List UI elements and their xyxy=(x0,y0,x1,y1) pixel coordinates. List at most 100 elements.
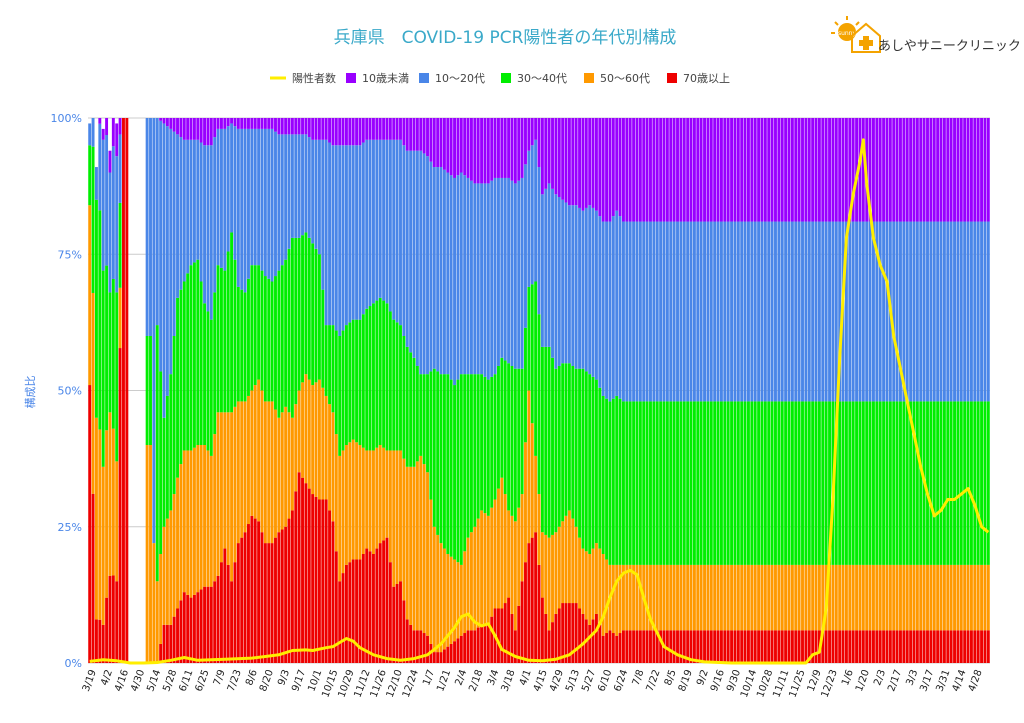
bar-70plus xyxy=(540,597,544,663)
bar-10-20 xyxy=(263,128,267,277)
bar-column xyxy=(517,118,521,663)
bar-50-60 xyxy=(442,548,446,650)
bar-50-60 xyxy=(848,564,852,631)
bar-10-20 xyxy=(500,177,504,358)
bar-50-60 xyxy=(855,564,859,631)
bar-column xyxy=(665,118,669,663)
bar-under10 xyxy=(787,118,791,222)
bar-10-20 xyxy=(203,145,207,304)
bar-under10 xyxy=(888,118,892,222)
bar-column xyxy=(801,118,804,663)
bar-under10 xyxy=(976,118,980,222)
bar-70plus xyxy=(689,630,693,663)
bar-under10 xyxy=(230,118,234,124)
bar-70plus xyxy=(919,630,923,663)
bar-column xyxy=(669,118,673,663)
bar-10-20 xyxy=(915,221,919,402)
bar-under10 xyxy=(415,118,419,151)
bar-under10 xyxy=(203,118,207,146)
bar-70plus xyxy=(115,581,119,663)
bar-50-60 xyxy=(649,564,652,631)
bar-column xyxy=(821,118,825,663)
cases-line-layer xyxy=(89,138,990,665)
bar-10-20 xyxy=(547,183,551,347)
bar-under10 xyxy=(611,118,615,217)
bar-column xyxy=(250,118,254,663)
bar-10-20 xyxy=(510,180,514,366)
bar-under10 xyxy=(723,118,727,222)
bar-50-60 xyxy=(547,537,551,631)
bar-70plus xyxy=(351,559,355,663)
bar-30-40 xyxy=(98,210,102,430)
bar-10-20 xyxy=(844,221,848,402)
bar-70plus xyxy=(790,630,794,663)
bar-10-20 xyxy=(290,134,294,238)
bar-50-60 xyxy=(557,526,561,609)
bar-10-20 xyxy=(584,207,588,372)
bar-under10 xyxy=(635,118,639,222)
bar-under10 xyxy=(655,118,659,222)
bar-under10 xyxy=(946,118,950,222)
bar-70plus xyxy=(915,630,919,663)
bar-70plus xyxy=(679,630,683,663)
bar-10-20 xyxy=(395,139,399,323)
bar-70plus xyxy=(290,510,294,663)
legend-item: 30～40代 xyxy=(501,72,567,85)
bar-column xyxy=(963,118,967,663)
bar-30-40 xyxy=(297,237,301,391)
bar-30-40 xyxy=(392,319,396,451)
bar-50-60 xyxy=(770,564,774,631)
bar-under10 xyxy=(638,118,642,222)
bar-30-40 xyxy=(622,401,625,565)
bar-30-40 xyxy=(243,292,247,402)
bar-column xyxy=(108,150,112,663)
bar-column xyxy=(557,118,561,663)
bar-under10 xyxy=(480,118,484,184)
bar-50-60 xyxy=(503,494,507,604)
bar-70plus xyxy=(899,630,902,663)
bar-50-60 xyxy=(831,564,835,631)
bar-50-60 xyxy=(328,404,331,511)
bar-10-20 xyxy=(358,145,362,320)
bar-70plus xyxy=(236,543,240,663)
bar-30-40 xyxy=(378,297,382,445)
bar-70plus xyxy=(280,529,284,663)
bar-10-20 xyxy=(703,221,706,402)
bar-under10 xyxy=(828,118,831,222)
bar-10-20 xyxy=(645,221,649,402)
bar-50-60 xyxy=(554,532,558,614)
bar-column xyxy=(608,118,612,663)
bar-50-60 xyxy=(932,564,936,631)
bar-column xyxy=(787,118,791,663)
bar-column xyxy=(628,118,632,663)
x-tick-label: 1/20 xyxy=(854,668,872,693)
bar-30-40 xyxy=(645,401,649,565)
bar-under10 xyxy=(659,118,663,222)
bar-under10 xyxy=(682,118,686,222)
bar-under10 xyxy=(219,118,223,129)
bar-30-40 xyxy=(980,401,984,565)
bar-50-60 xyxy=(747,564,750,631)
bar-column xyxy=(476,118,480,663)
bar-30-40 xyxy=(574,368,578,527)
bar-30-40 xyxy=(692,401,696,565)
bar-10-20 xyxy=(858,221,862,402)
bar-under10 xyxy=(331,118,335,146)
bar-column xyxy=(736,118,740,663)
bar-column xyxy=(385,118,389,663)
bar-column xyxy=(905,118,909,663)
bar-under10 xyxy=(986,118,990,222)
bar-column xyxy=(723,118,727,663)
bar-30-40 xyxy=(963,401,967,565)
bar-column xyxy=(453,118,456,663)
bar-70plus xyxy=(331,521,335,663)
bar-70plus xyxy=(888,630,892,663)
bar-under10 xyxy=(280,118,284,135)
bar-70plus xyxy=(574,603,578,663)
bar-10-20 xyxy=(517,180,521,369)
bar-70plus xyxy=(192,594,196,664)
bar-10-20 xyxy=(963,221,967,402)
bar-10-20 xyxy=(155,118,159,326)
bar-50-60 xyxy=(551,534,554,623)
bar-30-40 xyxy=(253,265,257,386)
